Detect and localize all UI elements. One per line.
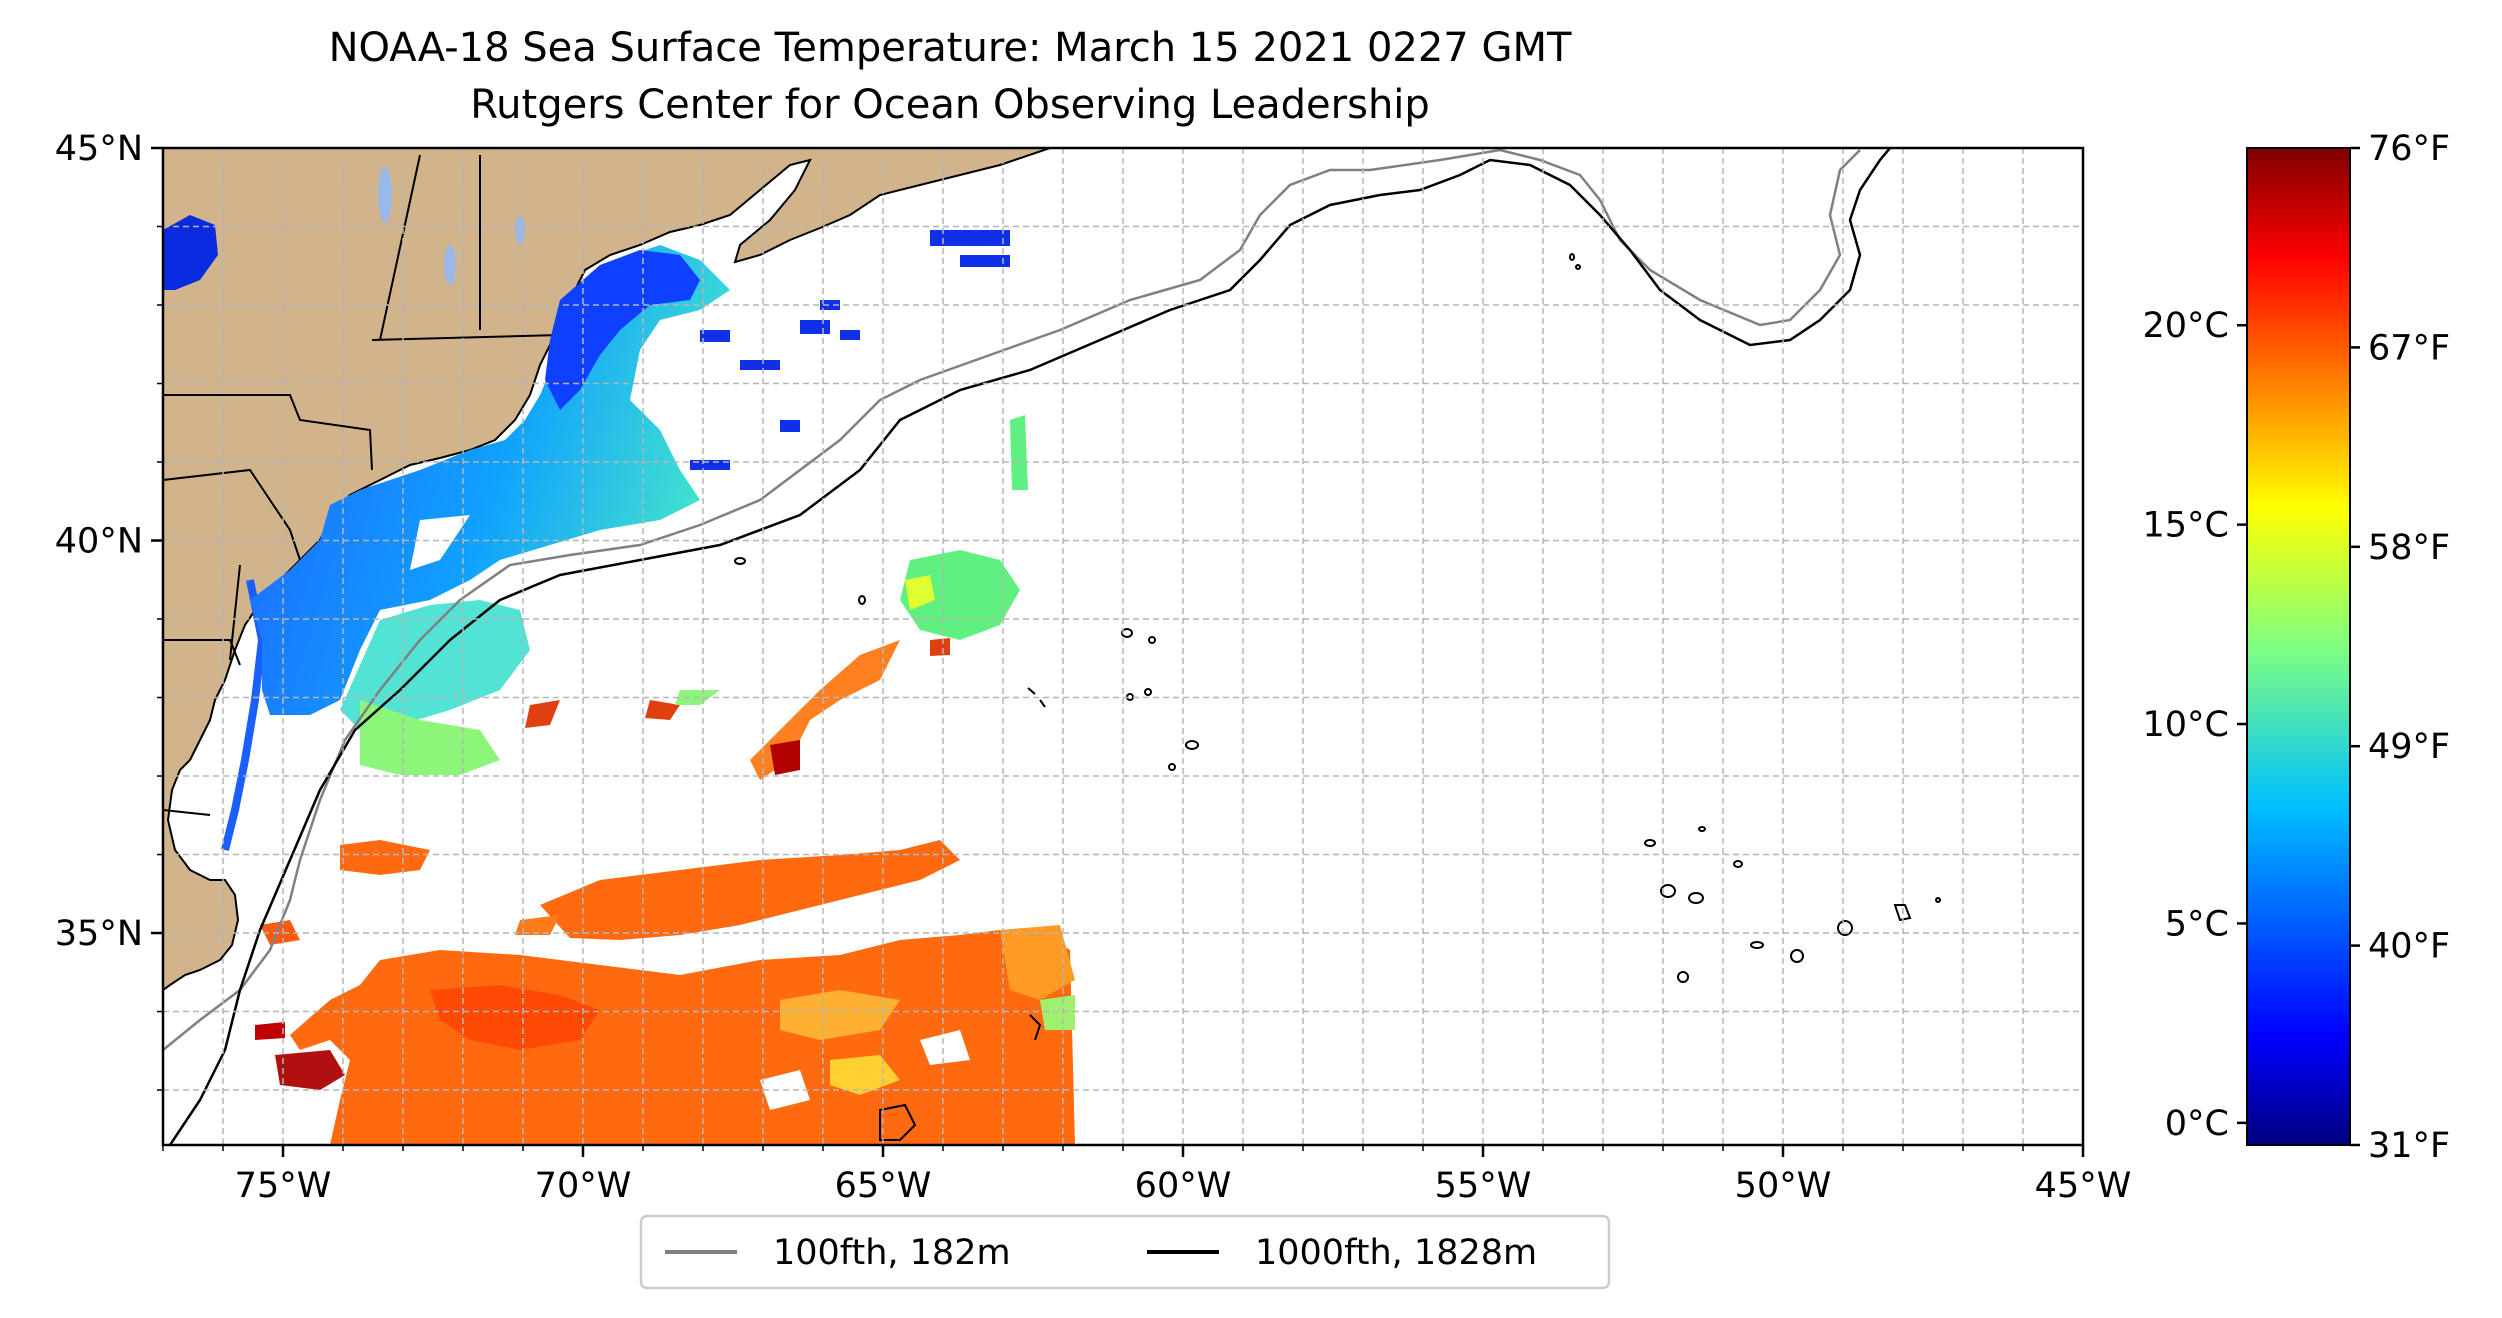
legend-label-100fth: 100fth, 182m <box>773 1233 1011 1273</box>
legend-label-1000fth: 1000fth, 1828m <box>1255 1233 1537 1273</box>
map-title: NOAA-18 Sea Surface Temperature: March 1… <box>328 25 1572 71</box>
colorbar-c-label: 0°C <box>2165 1104 2229 1144</box>
lake <box>444 245 456 285</box>
lon-tick-label: 65°W <box>835 1166 932 1206</box>
lon-tick-label: 60°W <box>1135 1166 1232 1206</box>
lat-tick-label: 45°N <box>55 129 143 169</box>
colorbar-celsius-axis: 20°C 15°C 10°C 5°C 0°C <box>2143 306 2247 1144</box>
colorbar-gradient <box>2246 147 2351 1146</box>
colorbar-f-label: 31°F <box>2368 1126 2450 1166</box>
colorbar-f-label: 67°F <box>2368 328 2450 368</box>
lon-tick-label: 45°W <box>2035 1166 2132 1206</box>
colorbar-c-label: 15°C <box>2143 506 2229 546</box>
map-subtitle: Rutgers Center for Ocean Observing Leade… <box>470 82 1430 128</box>
colorbar-f-label: 76°F <box>2368 129 2450 169</box>
colorbar-c-label: 10°C <box>2143 705 2229 745</box>
colorbar-f-label: 40°F <box>2368 927 2450 967</box>
colorbar-f-label: 58°F <box>2368 528 2450 568</box>
lake <box>378 167 392 223</box>
colorbar-c-label: 20°C <box>2143 306 2229 346</box>
lon-tick-label: 55°W <box>1435 1166 1532 1206</box>
isobath-100-fathom <box>163 148 1861 1051</box>
seamount-contours <box>734 253 1941 1141</box>
land-mass-north-america <box>163 148 1051 992</box>
sst-mid-ocean-patches <box>525 415 1028 780</box>
lon-tick-label: 70°W <box>535 1166 632 1206</box>
lon-tick-label: 75°W <box>235 1166 332 1206</box>
lon-tick-label: 50°W <box>1735 1166 1832 1206</box>
graticule <box>163 148 2083 1145</box>
latitude-axis: 45°N 40°N 35°N <box>55 129 163 1091</box>
colorbar: 20°C 15°C 10°C 5°C 0°C 76°F 67°F 58°F 49°F 40°F 3… <box>2143 129 2451 1166</box>
legend: 100fth, 182m 1000fth, 1828m <box>639 1214 1611 1290</box>
colorbar-c-label: 5°C <box>2165 904 2229 944</box>
lat-tick-label: 35°N <box>55 914 143 954</box>
lat-tick-label: 40°N <box>55 522 143 562</box>
longitude-axis: 75°W 70°W 65°W 60°W 55°W 50°W 45°W <box>162 1145 2132 1206</box>
colorbar-f-label: 49°F <box>2368 727 2450 767</box>
sst-scattered-cold-patches <box>690 230 1010 470</box>
sst-gulf-stream-warm-water <box>255 840 1075 1145</box>
colorbar-fahrenheit-axis: 76°F 67°F 58°F 49°F 40°F 31°F <box>2350 129 2450 1166</box>
